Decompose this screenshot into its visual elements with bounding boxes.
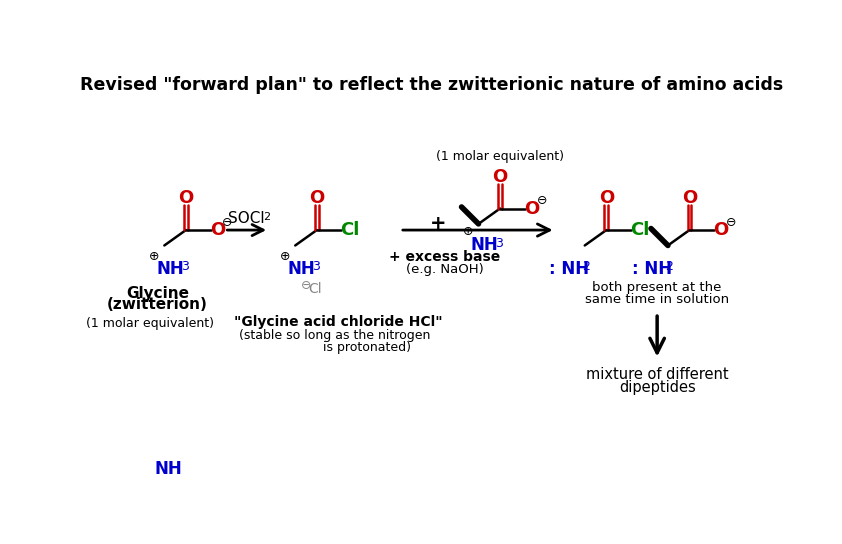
Text: Cl: Cl [630, 221, 649, 239]
Text: NH: NH [471, 237, 498, 255]
Text: Cl: Cl [340, 221, 360, 239]
Text: ⊕: ⊕ [462, 225, 473, 238]
Text: : NH: : NH [632, 259, 673, 277]
Text: (1 molar equivalent): (1 molar equivalent) [436, 150, 564, 163]
Text: (e.g. NaOH): (e.g. NaOH) [406, 263, 483, 276]
Text: 3: 3 [312, 260, 320, 273]
Text: O: O [599, 189, 614, 207]
Text: ⊕: ⊕ [280, 250, 290, 263]
Text: O: O [493, 168, 508, 186]
Text: (zwitterion): (zwitterion) [107, 297, 208, 312]
Text: dipeptides: dipeptides [619, 380, 695, 394]
Text: ⊖: ⊖ [301, 279, 312, 292]
Text: NH: NH [287, 259, 315, 277]
Text: NH: NH [157, 259, 184, 277]
Text: SOCl: SOCl [228, 211, 265, 226]
Text: ⊖: ⊖ [222, 216, 232, 229]
Text: same time in solution: same time in solution [585, 293, 729, 306]
Text: 2: 2 [582, 260, 589, 273]
Text: 2: 2 [263, 212, 270, 222]
Text: "Glycine acid chloride HCl": "Glycine acid chloride HCl" [234, 316, 443, 330]
Text: +: + [430, 214, 447, 233]
Text: O: O [682, 189, 697, 207]
Text: ⊕: ⊕ [149, 250, 160, 263]
Text: NH: NH [154, 460, 182, 478]
Text: O: O [713, 221, 728, 239]
Text: 3: 3 [181, 260, 189, 273]
Text: 2: 2 [665, 260, 673, 273]
Text: ⊖: ⊖ [536, 194, 547, 207]
Text: O: O [524, 200, 539, 218]
Text: (1 molar equivalent): (1 molar equivalent) [86, 318, 214, 331]
Text: Revised "forward plan" to reflect the zwitterionic nature of amino acids: Revised "forward plan" to reflect the zw… [80, 76, 783, 94]
Text: Glycine: Glycine [126, 286, 189, 301]
Text: is protonated): is protonated) [323, 341, 411, 354]
Text: (stable so long as the nitrogen: (stable so long as the nitrogen [239, 329, 430, 342]
Text: + excess base: + excess base [389, 250, 500, 264]
Text: mixture of different: mixture of different [586, 367, 728, 382]
Text: O: O [179, 189, 194, 207]
Text: both present at the: both present at the [593, 281, 722, 294]
Text: 3: 3 [495, 237, 504, 250]
Text: Cl: Cl [308, 282, 322, 295]
Text: O: O [210, 221, 225, 239]
Text: O: O [309, 189, 324, 207]
Text: ⊖: ⊖ [726, 216, 736, 229]
Text: : NH: : NH [549, 259, 589, 277]
